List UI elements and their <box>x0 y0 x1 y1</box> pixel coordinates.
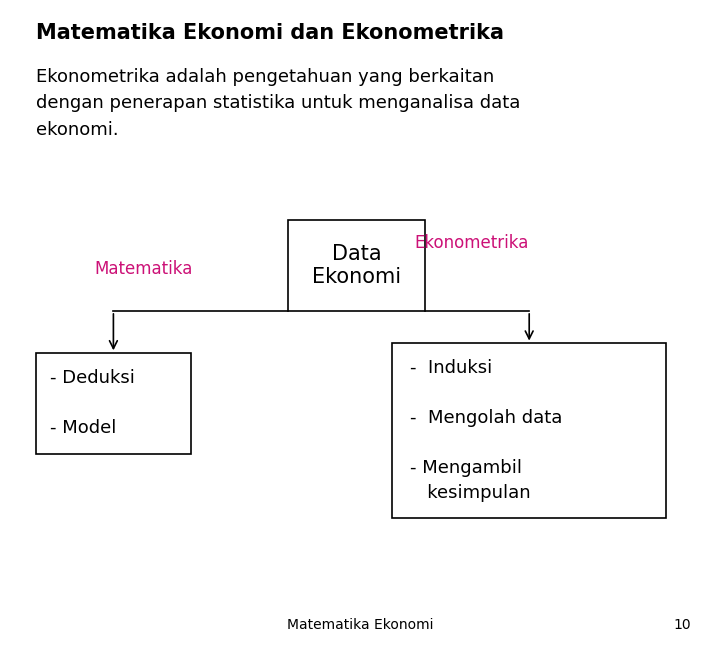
Text: Matematika Ekonomi dan Ekonometrika: Matematika Ekonomi dan Ekonometrika <box>36 23 504 43</box>
Bar <box>392 343 666 518</box>
Text: Ekonometrika: Ekonometrika <box>415 234 528 252</box>
Text: Data
Ekonomi: Data Ekonomi <box>312 244 401 287</box>
Bar <box>288 220 425 311</box>
Text: - Deduksi

- Model: - Deduksi - Model <box>50 369 135 437</box>
Text: Matematika Ekonomi: Matematika Ekonomi <box>287 618 433 632</box>
Text: -  Induksi

-  Mengolah data

- Mengambil
   kesimpulan: - Induksi - Mengolah data - Mengambil ke… <box>410 360 563 502</box>
Text: Ekonometrika adalah pengetahuan yang berkaitan
dengan penerapan statistika untuk: Ekonometrika adalah pengetahuan yang ber… <box>36 68 521 139</box>
Text: Matematika: Matematika <box>95 260 193 278</box>
Text: 10: 10 <box>674 618 691 632</box>
Bar <box>36 353 191 454</box>
